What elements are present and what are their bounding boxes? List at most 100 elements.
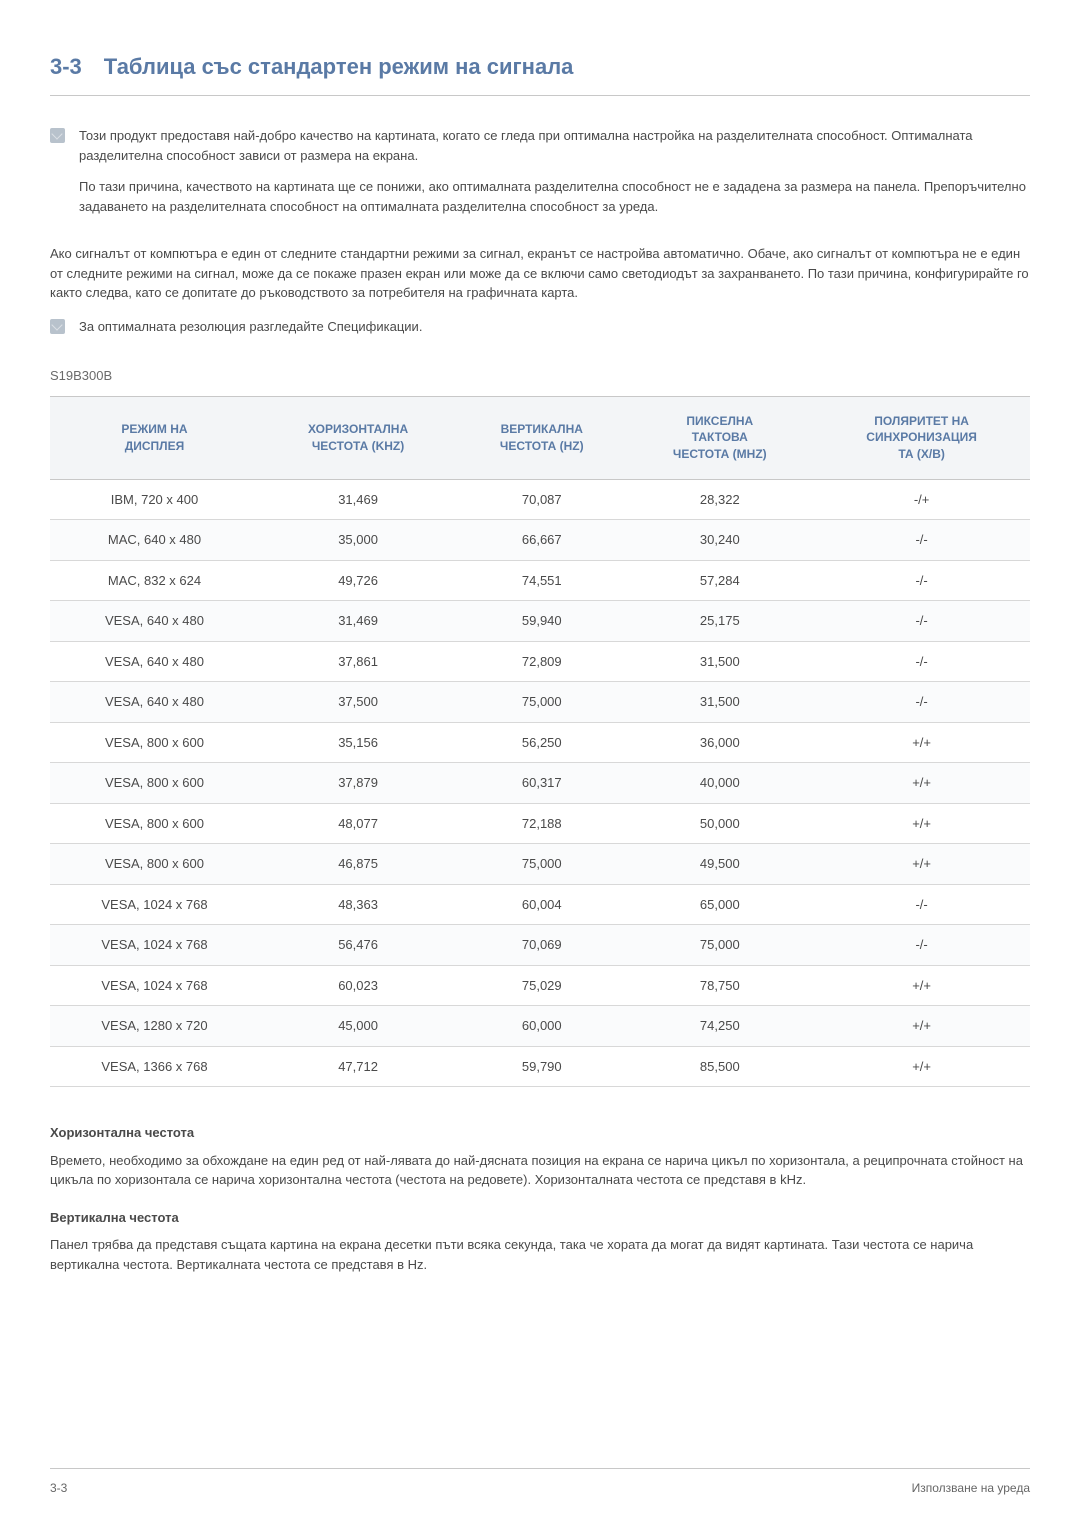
footer-right: Използване на уреда bbox=[912, 1479, 1030, 1497]
page-title: 3-3 Таблица със стандартен режим на сигна… bbox=[50, 50, 1030, 83]
table-cell: IBM, 720 x 400 bbox=[50, 479, 259, 520]
note2-text: За оптималната резолюция разгледайте Спе… bbox=[79, 317, 422, 337]
note-icon bbox=[50, 128, 65, 143]
table-cell: 75,029 bbox=[457, 965, 626, 1006]
def-body-vertical: Панел трябва да представя същата картина… bbox=[50, 1235, 1030, 1274]
table-cell: 31,500 bbox=[626, 641, 813, 682]
note-icon bbox=[50, 319, 65, 334]
table-cell: 56,250 bbox=[457, 722, 626, 763]
table-cell: 40,000 bbox=[626, 763, 813, 804]
table-header-cell: ВЕРТИКАЛНАЧЕСТОТА (HZ) bbox=[457, 396, 626, 479]
note1-p2: По тази причина, качеството на картината… bbox=[79, 177, 1030, 216]
table-cell: 75,000 bbox=[626, 925, 813, 966]
table-cell: 59,790 bbox=[457, 1046, 626, 1087]
table-cell: +/+ bbox=[813, 844, 1030, 885]
table-row: VESA, 640 x 48037,86172,80931,500-/- bbox=[50, 641, 1030, 682]
table-cell: 48,077 bbox=[259, 803, 457, 844]
table-cell: 30,240 bbox=[626, 520, 813, 561]
table-cell: 66,667 bbox=[457, 520, 626, 561]
table-row: VESA, 1024 x 76860,02375,02978,750+/+ bbox=[50, 965, 1030, 1006]
table-row: VESA, 1024 x 76848,36360,00465,000-/- bbox=[50, 884, 1030, 925]
def-heading-vertical: Вертикална честота bbox=[50, 1208, 1030, 1228]
table-cell: 37,500 bbox=[259, 682, 457, 723]
table-cell: VESA, 1024 x 768 bbox=[50, 965, 259, 1006]
table-cell: VESA, 640 x 480 bbox=[50, 682, 259, 723]
table-cell: +/+ bbox=[813, 722, 1030, 763]
table-cell: -/- bbox=[813, 925, 1030, 966]
note-body: Този продукт предоставя най-добро качест… bbox=[79, 126, 1030, 228]
table-row: VESA, 1280 x 72045,00060,00074,250+/+ bbox=[50, 1006, 1030, 1047]
table-cell: 74,551 bbox=[457, 560, 626, 601]
table-cell: VESA, 800 x 600 bbox=[50, 844, 259, 885]
table-cell: 75,000 bbox=[457, 682, 626, 723]
table-row: IBM, 720 x 40031,46970,08728,322-/+ bbox=[50, 479, 1030, 520]
section-title: Таблица със стандартен режим на сигнала bbox=[104, 54, 574, 79]
table-header-cell: ПОЛЯРИТЕТ НАСИНХРОНИЗАЦИЯТА (X/B) bbox=[813, 396, 1030, 479]
table-cell: 47,712 bbox=[259, 1046, 457, 1087]
table-row: VESA, 800 x 60035,15656,25036,000+/+ bbox=[50, 722, 1030, 763]
table-row: VESA, 800 x 60037,87960,31740,000+/+ bbox=[50, 763, 1030, 804]
table-cell: 56,476 bbox=[259, 925, 457, 966]
table-cell: 35,156 bbox=[259, 722, 457, 763]
table-cell: -/- bbox=[813, 884, 1030, 925]
table-cell: 75,000 bbox=[457, 844, 626, 885]
table-cell: 85,500 bbox=[626, 1046, 813, 1087]
table-cell: 36,000 bbox=[626, 722, 813, 763]
def-heading-horizontal: Хоризонтална честота bbox=[50, 1123, 1030, 1143]
table-cell: +/+ bbox=[813, 1046, 1030, 1087]
model-label: S19B300B bbox=[50, 366, 1030, 386]
table-body: IBM, 720 x 40031,46970,08728,322-/+MAC, … bbox=[50, 479, 1030, 1087]
table-cell: 57,284 bbox=[626, 560, 813, 601]
table-cell: VESA, 640 x 480 bbox=[50, 601, 259, 642]
table-header-row: РЕЖИМ НАДИСПЛЕЯХОРИЗОНТАЛНАЧЕСТОТА (KHZ)… bbox=[50, 396, 1030, 479]
table-cell: VESA, 800 x 600 bbox=[50, 803, 259, 844]
table-cell: -/- bbox=[813, 641, 1030, 682]
table-cell: -/+ bbox=[813, 479, 1030, 520]
table-cell: 35,000 bbox=[259, 520, 457, 561]
table-cell: 49,726 bbox=[259, 560, 457, 601]
table-cell: 37,861 bbox=[259, 641, 457, 682]
table-cell: +/+ bbox=[813, 763, 1030, 804]
note-block-2: За оптималната резолюция разгледайте Спе… bbox=[50, 317, 1030, 349]
paragraph-1: Ако сигналът от компютъра е един от след… bbox=[50, 244, 1030, 303]
table-cell: MAC, 640 x 480 bbox=[50, 520, 259, 561]
table-header-cell: ПИКСЕЛНАТАКТОВАЧЕСТОТА (MHZ) bbox=[626, 396, 813, 479]
table-cell: 60,023 bbox=[259, 965, 457, 1006]
section-number: 3-3 bbox=[50, 54, 82, 79]
table-cell: 60,000 bbox=[457, 1006, 626, 1047]
table-cell: VESA, 1024 x 768 bbox=[50, 925, 259, 966]
table-cell: MAC, 832 x 624 bbox=[50, 560, 259, 601]
page-footer: 3-3 Използване на уреда bbox=[50, 1468, 1030, 1497]
table-cell: 60,004 bbox=[457, 884, 626, 925]
table-row: MAC, 640 x 48035,00066,66730,240-/- bbox=[50, 520, 1030, 561]
table-row: VESA, 1024 x 76856,47670,06975,000-/- bbox=[50, 925, 1030, 966]
table-cell: 31,469 bbox=[259, 601, 457, 642]
table-cell: 37,879 bbox=[259, 763, 457, 804]
table-cell: 70,087 bbox=[457, 479, 626, 520]
table-cell: -/- bbox=[813, 601, 1030, 642]
table-cell: VESA, 640 x 480 bbox=[50, 641, 259, 682]
table-cell: 70,069 bbox=[457, 925, 626, 966]
table-cell: 48,363 bbox=[259, 884, 457, 925]
table-cell: 49,500 bbox=[626, 844, 813, 885]
table-row: VESA, 1366 x 76847,71259,79085,500+/+ bbox=[50, 1046, 1030, 1087]
table-cell: -/- bbox=[813, 560, 1030, 601]
section-header: 3-3 Таблица със стандартен режим на сигна… bbox=[50, 50, 1030, 96]
signal-mode-table: РЕЖИМ НАДИСПЛЕЯХОРИЗОНТАЛНАЧЕСТОТА (KHZ)… bbox=[50, 396, 1030, 1088]
table-row: VESA, 800 x 60048,07772,18850,000+/+ bbox=[50, 803, 1030, 844]
table-header-cell: ХОРИЗОНТАЛНАЧЕСТОТА (KHZ) bbox=[259, 396, 457, 479]
table-cell: 46,875 bbox=[259, 844, 457, 885]
table-cell: 31,500 bbox=[626, 682, 813, 723]
table-cell: +/+ bbox=[813, 803, 1030, 844]
table-cell: +/+ bbox=[813, 965, 1030, 1006]
table-cell: 65,000 bbox=[626, 884, 813, 925]
table-cell: VESA, 1024 x 768 bbox=[50, 884, 259, 925]
table-row: VESA, 640 x 48031,46959,94025,175-/- bbox=[50, 601, 1030, 642]
table-cell: VESA, 800 x 600 bbox=[50, 763, 259, 804]
table-cell: -/- bbox=[813, 682, 1030, 723]
table-cell: 78,750 bbox=[626, 965, 813, 1006]
def-body-horizontal: Времето, необходимо за обхождане на един… bbox=[50, 1151, 1030, 1190]
table-cell: 28,322 bbox=[626, 479, 813, 520]
table-cell: 59,940 bbox=[457, 601, 626, 642]
table-cell: 25,175 bbox=[626, 601, 813, 642]
